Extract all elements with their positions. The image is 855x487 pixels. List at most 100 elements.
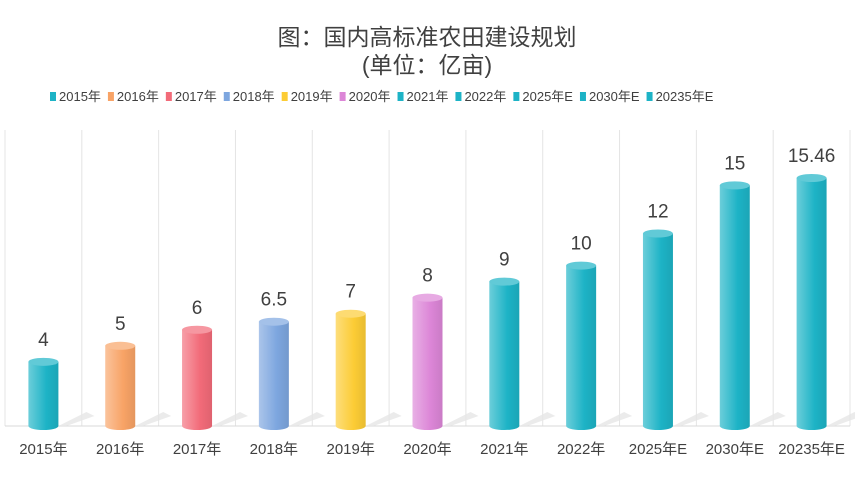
x-tick-label: 2021年 <box>480 441 528 458</box>
bar-body <box>412 297 443 430</box>
legend-label: 2021年 <box>407 89 449 104</box>
legend-label: 2018年 <box>233 89 275 104</box>
legend-swatch <box>646 92 653 101</box>
legend-label: 20235年E <box>656 89 714 104</box>
x-tick-label: 2017年 <box>173 441 221 458</box>
bar-shadow <box>596 412 633 426</box>
legend-label: 2019年 <box>291 89 333 104</box>
data-label: 6 <box>192 298 203 319</box>
bar-body <box>335 313 366 430</box>
legend-swatch <box>107 92 114 101</box>
bar-top <box>642 229 673 238</box>
legend-item: 2017年 <box>165 89 217 104</box>
bar-2021年: 9 <box>489 250 556 430</box>
bar-shadow <box>749 412 786 426</box>
bar-top <box>796 174 827 182</box>
legend-swatch <box>223 92 230 101</box>
data-label: 10 <box>571 234 592 255</box>
legend-swatch <box>281 92 288 101</box>
data-label: 9 <box>499 250 510 271</box>
bar-top <box>489 277 520 286</box>
x-tick-label: 2030年E <box>706 441 764 458</box>
legend-swatch <box>165 92 172 101</box>
x-tick-label: 2019年 <box>326 441 374 458</box>
data-label: 12 <box>647 202 668 223</box>
legend-swatch <box>579 92 586 101</box>
bar-body <box>28 361 59 430</box>
bar-body <box>796 178 827 430</box>
bar-body <box>642 233 673 430</box>
bar-body <box>489 281 520 430</box>
bar-shadow <box>58 412 95 426</box>
data-label: 6.5 <box>261 290 287 311</box>
bars: 4 5 6 6.5 7 8 9 10 12 15 15.46 <box>28 146 855 430</box>
bar-body <box>182 329 213 430</box>
legend-item: 2020年 <box>339 89 391 104</box>
bar-body <box>719 185 750 430</box>
x-tick-label: 20235年E <box>778 441 845 458</box>
bar-2022年: 10 <box>566 234 633 430</box>
data-label: 15.46 <box>788 146 836 167</box>
bar-top <box>719 181 750 190</box>
legend-label: 2022年 <box>464 89 506 104</box>
legend-item: 20235年E <box>646 89 714 104</box>
legend-label: 2016年 <box>117 89 159 104</box>
x-tick-label: 2020年 <box>403 441 451 458</box>
legend-item: 2022年 <box>455 89 506 104</box>
bar-2030年E: 15 <box>719 153 786 430</box>
bar-2018年: 6.5 <box>258 290 325 430</box>
legend-swatch <box>513 92 520 101</box>
legend-label: 2030年E <box>589 89 640 104</box>
legend-item: 2030年E <box>579 89 640 104</box>
data-label: 7 <box>345 282 356 303</box>
legend-swatch <box>455 92 462 101</box>
x-tick-label: 2015年 <box>19 441 67 458</box>
legend-swatch <box>339 92 346 101</box>
bar-2016年: 5 <box>105 314 172 430</box>
bar-top <box>105 341 136 350</box>
x-tick-label: 2022年 <box>557 441 605 458</box>
legend-item: 2025年E <box>513 89 573 104</box>
bar-shadow <box>519 412 556 426</box>
x-tick-label: 2018年 <box>250 441 298 458</box>
bar-body <box>258 321 289 430</box>
bar-top <box>335 309 366 318</box>
data-label: 8 <box>422 266 433 287</box>
bar-top <box>28 357 59 366</box>
bar-shadow <box>288 412 325 426</box>
legend-item: 2021年 <box>397 89 449 104</box>
bar-shadow <box>826 412 855 426</box>
x-tick-label: 2025年E <box>629 441 687 458</box>
legend-swatch <box>397 92 404 101</box>
legend: 2015年 2016年 2017年 2018年 2019年 2020年 2021年 2022年… <box>50 89 714 104</box>
bar-shadow <box>672 412 709 426</box>
bar-shadow <box>135 412 172 426</box>
bar-top <box>182 325 213 334</box>
bar-2019年: 7 <box>335 282 402 430</box>
legend-label: 2015年 <box>59 89 101 104</box>
bar-shadow <box>212 412 249 426</box>
legend-item: 2018年 <box>223 89 275 104</box>
data-label: 4 <box>38 330 49 351</box>
legend-label: 2020年 <box>349 89 391 104</box>
legend-label: 2017年 <box>175 89 217 104</box>
bar-shadow <box>442 412 479 426</box>
legend-swatch <box>50 92 56 101</box>
bar-2017年: 6 <box>182 298 249 430</box>
x-tick-label: 2016年 <box>96 441 144 458</box>
legend-label: 2025年E <box>522 89 573 104</box>
bar-2025年E: 12 <box>642 202 709 430</box>
bar-top <box>566 261 597 270</box>
bar-body <box>566 265 597 430</box>
chart-subtitle: (单位：亿亩) <box>362 52 492 78</box>
bar-body <box>105 345 136 430</box>
bar-top <box>412 293 443 302</box>
bar-top <box>258 317 289 326</box>
chart-title: 图：国内高标准农田建设规划 <box>278 24 577 50</box>
data-label: 15 <box>724 153 745 174</box>
bar-20235年E: 15.46 <box>788 146 855 430</box>
bar-shadow <box>365 412 402 426</box>
legend-item: 2015年 <box>50 89 101 104</box>
x-axis: 2015年 2016年 2017年 2018年 2019年 2020年 2021年 2022年… <box>19 441 845 458</box>
